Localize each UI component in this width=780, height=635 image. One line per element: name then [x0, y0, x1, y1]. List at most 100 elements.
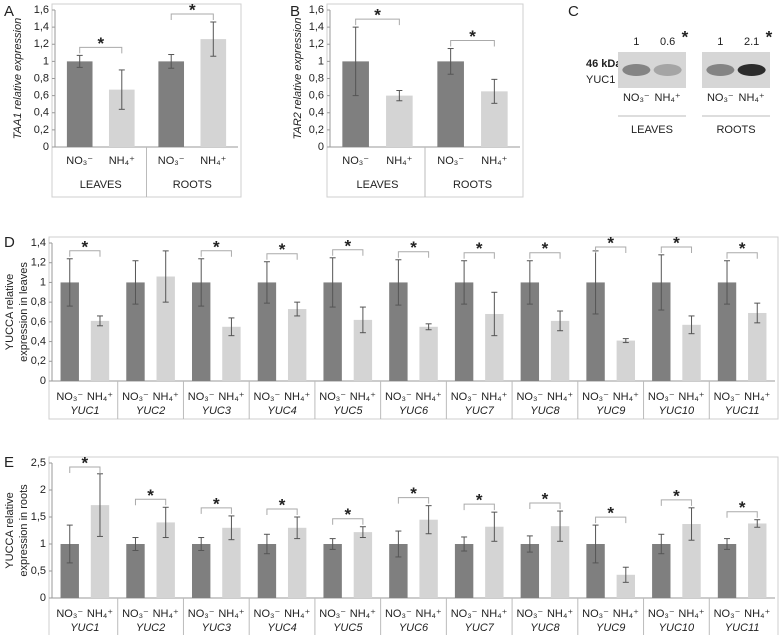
group-label: ROOTS	[716, 124, 755, 136]
panel-label: A	[4, 3, 14, 20]
significance-marker: *	[97, 34, 104, 53]
bar	[748, 523, 767, 598]
group-label: YUC5	[333, 405, 363, 417]
y-tick-label: 2	[40, 484, 46, 496]
bar	[353, 532, 373, 598]
error-bar	[491, 78, 498, 104]
bar	[66, 61, 93, 147]
blot-band	[737, 64, 766, 76]
significance-bracket	[170, 13, 214, 20]
x-tick-label: NH₄⁺	[416, 608, 442, 620]
significance-marker: *	[82, 237, 89, 256]
bar	[60, 544, 79, 598]
x-tick-label: NO₃⁻	[319, 608, 346, 620]
significance-marker: *	[607, 233, 614, 252]
y-tick-label: 1,2	[31, 257, 46, 269]
y-tick-label: 1,4	[31, 237, 46, 249]
blot-band	[653, 64, 682, 76]
x-tick-label: NO₃⁻	[66, 155, 93, 167]
group-label: YUC11	[725, 622, 760, 634]
significance-marker: *	[542, 239, 549, 258]
x-tick-label: NH₄⁺	[481, 608, 507, 620]
bar	[287, 309, 307, 381]
bar	[156, 276, 175, 381]
y-axis-label: YUCCA relative	[4, 274, 16, 350]
protein-label: YUC1	[586, 74, 615, 86]
panel-label: B	[290, 3, 300, 20]
band-value: 1	[633, 36, 639, 48]
x-tick-label: NO₃⁻	[254, 608, 281, 620]
significance-bracket	[69, 250, 101, 257]
x-tick-label: NH₄⁺	[386, 155, 412, 167]
significance-bracket	[450, 40, 495, 47]
bar	[586, 282, 605, 381]
error-bar	[461, 536, 468, 552]
blot-band	[706, 64, 735, 76]
significance-marker: *	[607, 504, 614, 523]
error-bar	[118, 69, 125, 110]
x-tick-label: NH₄⁺	[613, 608, 639, 620]
group-label: YUC10	[659, 622, 695, 634]
significance-bracket	[200, 507, 232, 514]
significance-bracket	[726, 252, 758, 259]
x-tick-label: NO₃⁻	[451, 391, 478, 403]
lane-label: NH₄⁺	[739, 92, 765, 104]
bar	[682, 324, 701, 381]
group-label: YUC9	[596, 405, 625, 417]
significance-marker: *	[82, 453, 89, 472]
y-tick-label: 0,2	[309, 124, 324, 136]
blot-band	[622, 64, 651, 76]
error-bar	[754, 519, 761, 528]
y-tick-label: 0,8	[34, 72, 49, 84]
group-label: LEAVES	[80, 179, 122, 191]
significance-marker: *	[739, 498, 746, 517]
y-tick-label: 2,5	[31, 457, 46, 469]
error-bar	[491, 511, 498, 542]
significance-bracket	[529, 252, 561, 259]
significance-marker: *	[469, 27, 476, 46]
bar	[652, 544, 671, 598]
significance-marker: *	[279, 240, 286, 259]
error-bar	[425, 505, 432, 535]
y-tick-label: 1,5	[31, 511, 46, 523]
error-bar	[198, 258, 205, 307]
significance-bracket	[397, 251, 430, 258]
y-tick-label: 1	[318, 55, 324, 67]
x-tick-label: NH₄⁺	[416, 391, 442, 403]
error-bar	[76, 54, 83, 68]
bar	[454, 544, 474, 598]
x-tick-label: NO₃⁻	[122, 608, 149, 620]
group-label: YUC8	[530, 622, 560, 634]
y-tick-label: 1	[43, 55, 49, 67]
group-label: YUC2	[136, 405, 165, 417]
bar	[550, 320, 570, 381]
y-tick-label: 1	[40, 538, 46, 550]
significance-bracket	[79, 46, 123, 54]
panel-label: E	[4, 454, 14, 471]
x-tick-label: NO₃⁻	[582, 391, 609, 403]
bar	[222, 326, 241, 381]
bar	[191, 282, 211, 381]
x-tick-label: NH₄⁺	[481, 155, 507, 167]
significance-marker: *	[476, 491, 483, 510]
group-label: YUC11	[725, 405, 760, 417]
significance-bracket	[726, 511, 758, 518]
error-bar	[162, 250, 169, 303]
y-axis-label: YUCCA relative	[4, 492, 16, 568]
error-bar	[447, 48, 454, 75]
group-label: YUC1	[70, 622, 99, 634]
error-bar	[96, 315, 103, 327]
significance-marker: *	[476, 239, 483, 258]
error-bar	[491, 291, 498, 337]
bar	[287, 527, 307, 598]
y-tick-label: 0,5	[31, 565, 46, 577]
y-axis-label: TAA1 relative expression	[12, 18, 24, 139]
x-tick-label: NH₄⁺	[678, 391, 704, 403]
bar	[419, 326, 438, 381]
x-tick-label: NO₃⁻	[158, 155, 185, 167]
error-bar	[294, 516, 301, 540]
lane-label: NH₄⁺	[655, 92, 681, 104]
bar	[717, 282, 737, 381]
y-tick-label: 1,6	[309, 4, 324, 16]
bar	[485, 526, 504, 598]
